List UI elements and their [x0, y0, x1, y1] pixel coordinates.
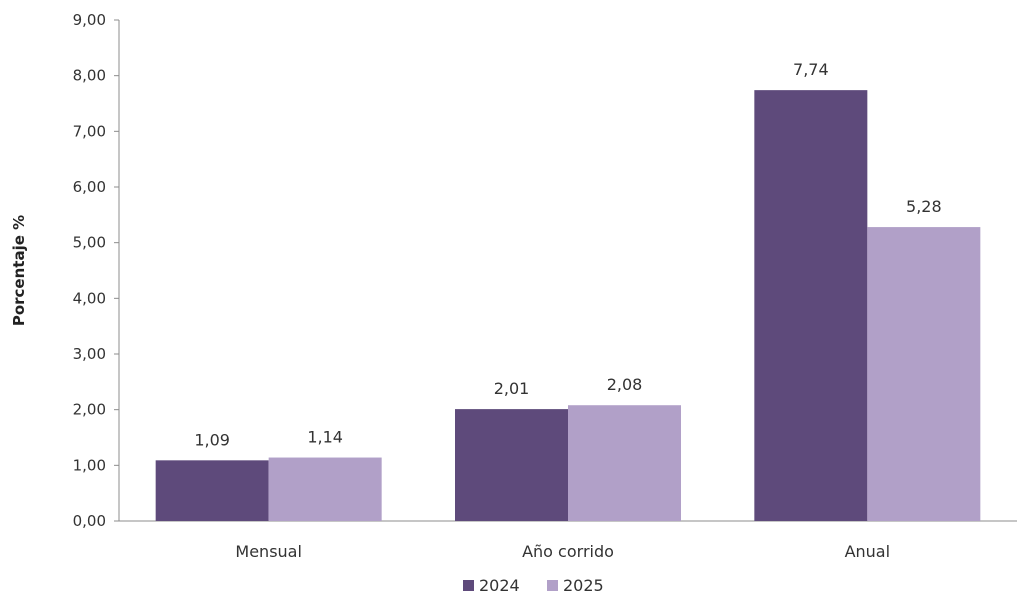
- x-axis-category-labels: Mensual Año corrido Anual: [235, 542, 890, 561]
- category-label: Año corrido: [522, 542, 614, 561]
- bar-2025-0: [268, 457, 382, 521]
- y-tick-label: 4,00: [73, 289, 106, 307]
- data-label: 5,28: [906, 197, 942, 216]
- y-tick-label: 0,00: [73, 512, 106, 530]
- data-label: 7,74: [793, 60, 829, 79]
- bar-2025-1: [568, 405, 681, 521]
- y-tick-label: 8,00: [73, 67, 106, 85]
- data-label: 2,08: [607, 375, 643, 394]
- data-label: 1,14: [307, 428, 343, 447]
- legend: 2024 2025: [463, 576, 604, 595]
- data-label: 2,01: [494, 379, 530, 398]
- bars: 1,09 1,14 2,01 2,08 7,74 5,28: [155, 60, 981, 521]
- bar-2024-2: [754, 90, 868, 521]
- bar-2024-0: [155, 460, 269, 521]
- y-tick-label: 6,00: [73, 178, 106, 196]
- bar-2024-1: [455, 409, 568, 521]
- y-axis-ticks: 0,00 1,00 2,00 3,00 4,00 5,00 6,00 7,00 8,00 9,00: [73, 11, 119, 530]
- bar-2025-2: [867, 227, 981, 521]
- data-label: 1,09: [194, 430, 230, 449]
- y-tick-label: 1,00: [73, 456, 106, 474]
- category-label: Mensual: [235, 542, 302, 561]
- legend-label-2024: 2024: [479, 576, 520, 595]
- y-axis-title: Porcentaje %: [10, 215, 28, 326]
- legend-swatch-2024: [463, 580, 474, 591]
- category-label: Anual: [845, 542, 890, 561]
- y-tick-label: 2,00: [73, 401, 106, 419]
- y-tick-label: 3,00: [73, 345, 106, 363]
- legend-label-2025: 2025: [563, 576, 604, 595]
- y-tick-label: 7,00: [73, 122, 106, 140]
- legend-swatch-2025: [547, 580, 558, 591]
- y-tick-label: 5,00: [73, 234, 106, 252]
- y-tick-label: 9,00: [73, 11, 106, 29]
